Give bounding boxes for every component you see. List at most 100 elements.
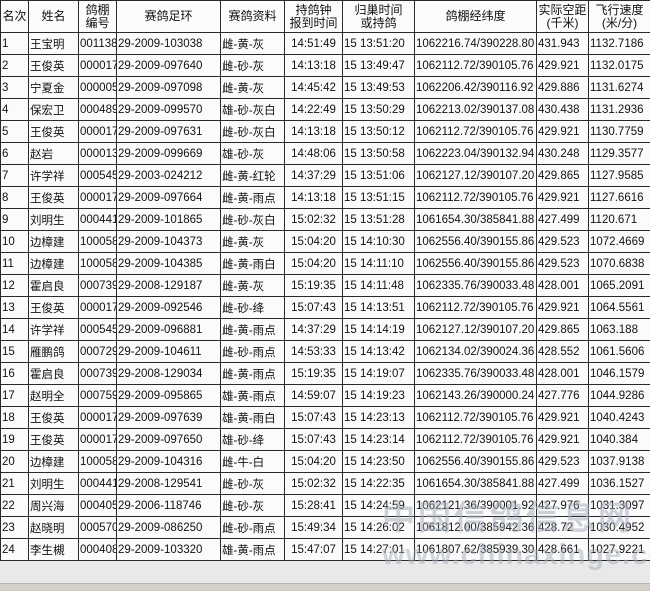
- table-cell: 1037.9138: [588, 450, 650, 473]
- table-cell: 14:22:49: [284, 98, 343, 121]
- table-cell: 23: [0, 516, 29, 539]
- table-cell: 430.438: [536, 98, 589, 121]
- table-cell: 000013: [78, 142, 117, 165]
- table-cell: 1062556.40/390155.86: [414, 450, 537, 473]
- column-header-6: 归巢时间 或持鸽: [342, 0, 415, 33]
- table-cell: 1: [0, 32, 29, 55]
- table-cell: 1131.6274: [588, 76, 650, 99]
- table-cell: 1062112.72/390105.76: [414, 406, 537, 429]
- table-cell: 雄-砂-灰: [220, 142, 285, 165]
- table-cell: 15:07:43: [284, 296, 343, 319]
- table-row: 19 王俊英 000017 29-2009-097650 雄-砂-绛 15:07:43 15…: [0, 428, 650, 451]
- table-cell: 1129.3577: [588, 142, 650, 165]
- table-cell: 15 14:13:42: [342, 340, 415, 363]
- table-cell: 000017: [78, 120, 117, 143]
- table-cell: 1132.0175: [588, 54, 650, 77]
- table-cell: 15:19:35: [284, 362, 343, 385]
- table-cell: 000017: [78, 54, 117, 77]
- table-cell: 22: [0, 494, 29, 517]
- table-cell: 29-2009-096881: [116, 318, 221, 341]
- table-cell: 000441: [78, 472, 117, 495]
- table-cell: 14:13:18: [284, 54, 343, 77]
- table-cell: 000408: [78, 538, 117, 561]
- table-cell: 雌-黄-雨点: [220, 362, 285, 385]
- table-cell: 赵岩: [28, 142, 79, 165]
- table-row: 1 王宝明 001138 29-2009-103038 雌-黄-灰 14:51:49 15 …: [0, 32, 650, 55]
- table-cell: 1062112.72/390105.76: [414, 296, 537, 319]
- table-cell: 15 13:49:47: [342, 54, 415, 77]
- table-cell: 雌-黄-红轮: [220, 164, 285, 187]
- table-cell: 1127.6616: [588, 186, 650, 209]
- table-cell: 1031.3097: [588, 494, 650, 517]
- table-row: 8 王俊英 000017 29-2009-097664 雌-黄-雨点 14:13:18 15…: [0, 186, 650, 209]
- table-row: 20 边樟建 100058 29-2009-104316 雌-牛-白 15:04:20 15…: [0, 450, 650, 473]
- table-cell: 29-2009-092546: [116, 296, 221, 319]
- table-cell: 15:04:20: [284, 230, 343, 253]
- table-cell: 1062556.40/390155.86: [414, 230, 537, 253]
- table-cell: 15:07:43: [284, 428, 343, 451]
- table-cell: 429.921: [536, 406, 589, 429]
- results-table-body: 1 王宝明 001138 29-2009-103038 雌-黄-灰 14:51:49 15 …: [0, 32, 650, 561]
- table-cell: 429.865: [536, 318, 589, 341]
- table-cell: 14:53:33: [284, 340, 343, 363]
- table-cell: 1062112.72/390105.76: [414, 428, 537, 451]
- table-cell: 24: [0, 538, 29, 561]
- table-cell: 1027.9221: [588, 538, 650, 561]
- table-row: 24 李生槻 000408 29-2009-103320 雄-黄-雨点 15:47:07 1…: [0, 538, 650, 561]
- table-cell: 1062223.04/390132.94: [414, 142, 537, 165]
- table-cell: 1062216.74/390228.80: [414, 32, 537, 55]
- table-cell: 1040.384: [588, 428, 650, 451]
- table-cell: 雄-黄-雨白: [220, 406, 285, 429]
- table-cell: 1036.1527: [588, 472, 650, 495]
- table-cell: 15 14:11:48: [342, 274, 415, 297]
- table-cell: 000739: [78, 362, 117, 385]
- table-cell: 000017: [78, 428, 117, 451]
- table-cell: 18: [0, 406, 29, 429]
- table-cell: 1062112.72/390105.76: [414, 186, 537, 209]
- table-cell: 19: [0, 428, 29, 451]
- table-cell: 29-2008-129187: [116, 274, 221, 297]
- table-cell: 1061654.30/385841.88: [414, 472, 537, 495]
- table-cell: 1061654.30/385841.88: [414, 208, 537, 231]
- table-cell: 15 13:51:15: [342, 186, 415, 209]
- table-cell: 雌-黄-灰: [220, 230, 285, 253]
- table-cell: 15 14:23:14: [342, 428, 415, 451]
- table-cell: 15 14:23:50: [342, 450, 415, 473]
- table-cell: 2: [0, 54, 29, 77]
- table-cell: 000759: [78, 384, 117, 407]
- table-cell: 雌-黄-灰: [220, 76, 285, 99]
- table-cell: 29-2009-097664: [116, 186, 221, 209]
- table-cell: 000017: [78, 406, 117, 429]
- table-cell: 29-2009-104385: [116, 252, 221, 275]
- table-cell: 1061.5606: [588, 340, 650, 363]
- table-cell: 000729: [78, 340, 117, 363]
- table-cell: 1062143.26/390000.24: [414, 384, 537, 407]
- table-cell: 1072.4669: [588, 230, 650, 253]
- table-cell: 000570: [78, 516, 117, 539]
- table-cell: 29-2009-103038: [116, 32, 221, 55]
- table-row: 9 刘明生 000441 29-2009-101865 雌-砂-灰白 15:02:32 15…: [0, 208, 650, 231]
- table-cell: 1127.9585: [588, 164, 650, 187]
- table-cell: 000405: [78, 494, 117, 517]
- table-cell: 周兴海: [28, 494, 79, 517]
- table-cell: 雌-砂-雨点: [220, 516, 285, 539]
- table-cell: 15 14:14:19: [342, 318, 415, 341]
- table-cell: 雌-砂-灰白: [220, 120, 285, 143]
- column-header-5: 持鸽钟 报到时间: [284, 0, 343, 33]
- table-cell: 霍启良: [28, 362, 79, 385]
- table-cell: 14: [0, 318, 29, 341]
- table-cell: 雌-砂-灰: [220, 472, 285, 495]
- table-cell: 15:49:34: [284, 516, 343, 539]
- table-cell: 1062206.42/390116.92: [414, 76, 537, 99]
- table-cell: 雌-砂-雨点: [220, 340, 285, 363]
- table-cell: 王俊英: [28, 406, 79, 429]
- table-cell: 15 14:23:13: [342, 406, 415, 429]
- table-cell: 9: [0, 208, 29, 231]
- table-cell: 1131.2936: [588, 98, 650, 121]
- table-cell: 15 14:10:30: [342, 230, 415, 253]
- table-cell: 15:04:20: [284, 450, 343, 473]
- table-cell: 29-2009-097098: [116, 76, 221, 99]
- table-cell: 保宏卫: [28, 98, 79, 121]
- table-cell: 15 14:19:07: [342, 362, 415, 385]
- table-cell: 许学祥: [28, 318, 79, 341]
